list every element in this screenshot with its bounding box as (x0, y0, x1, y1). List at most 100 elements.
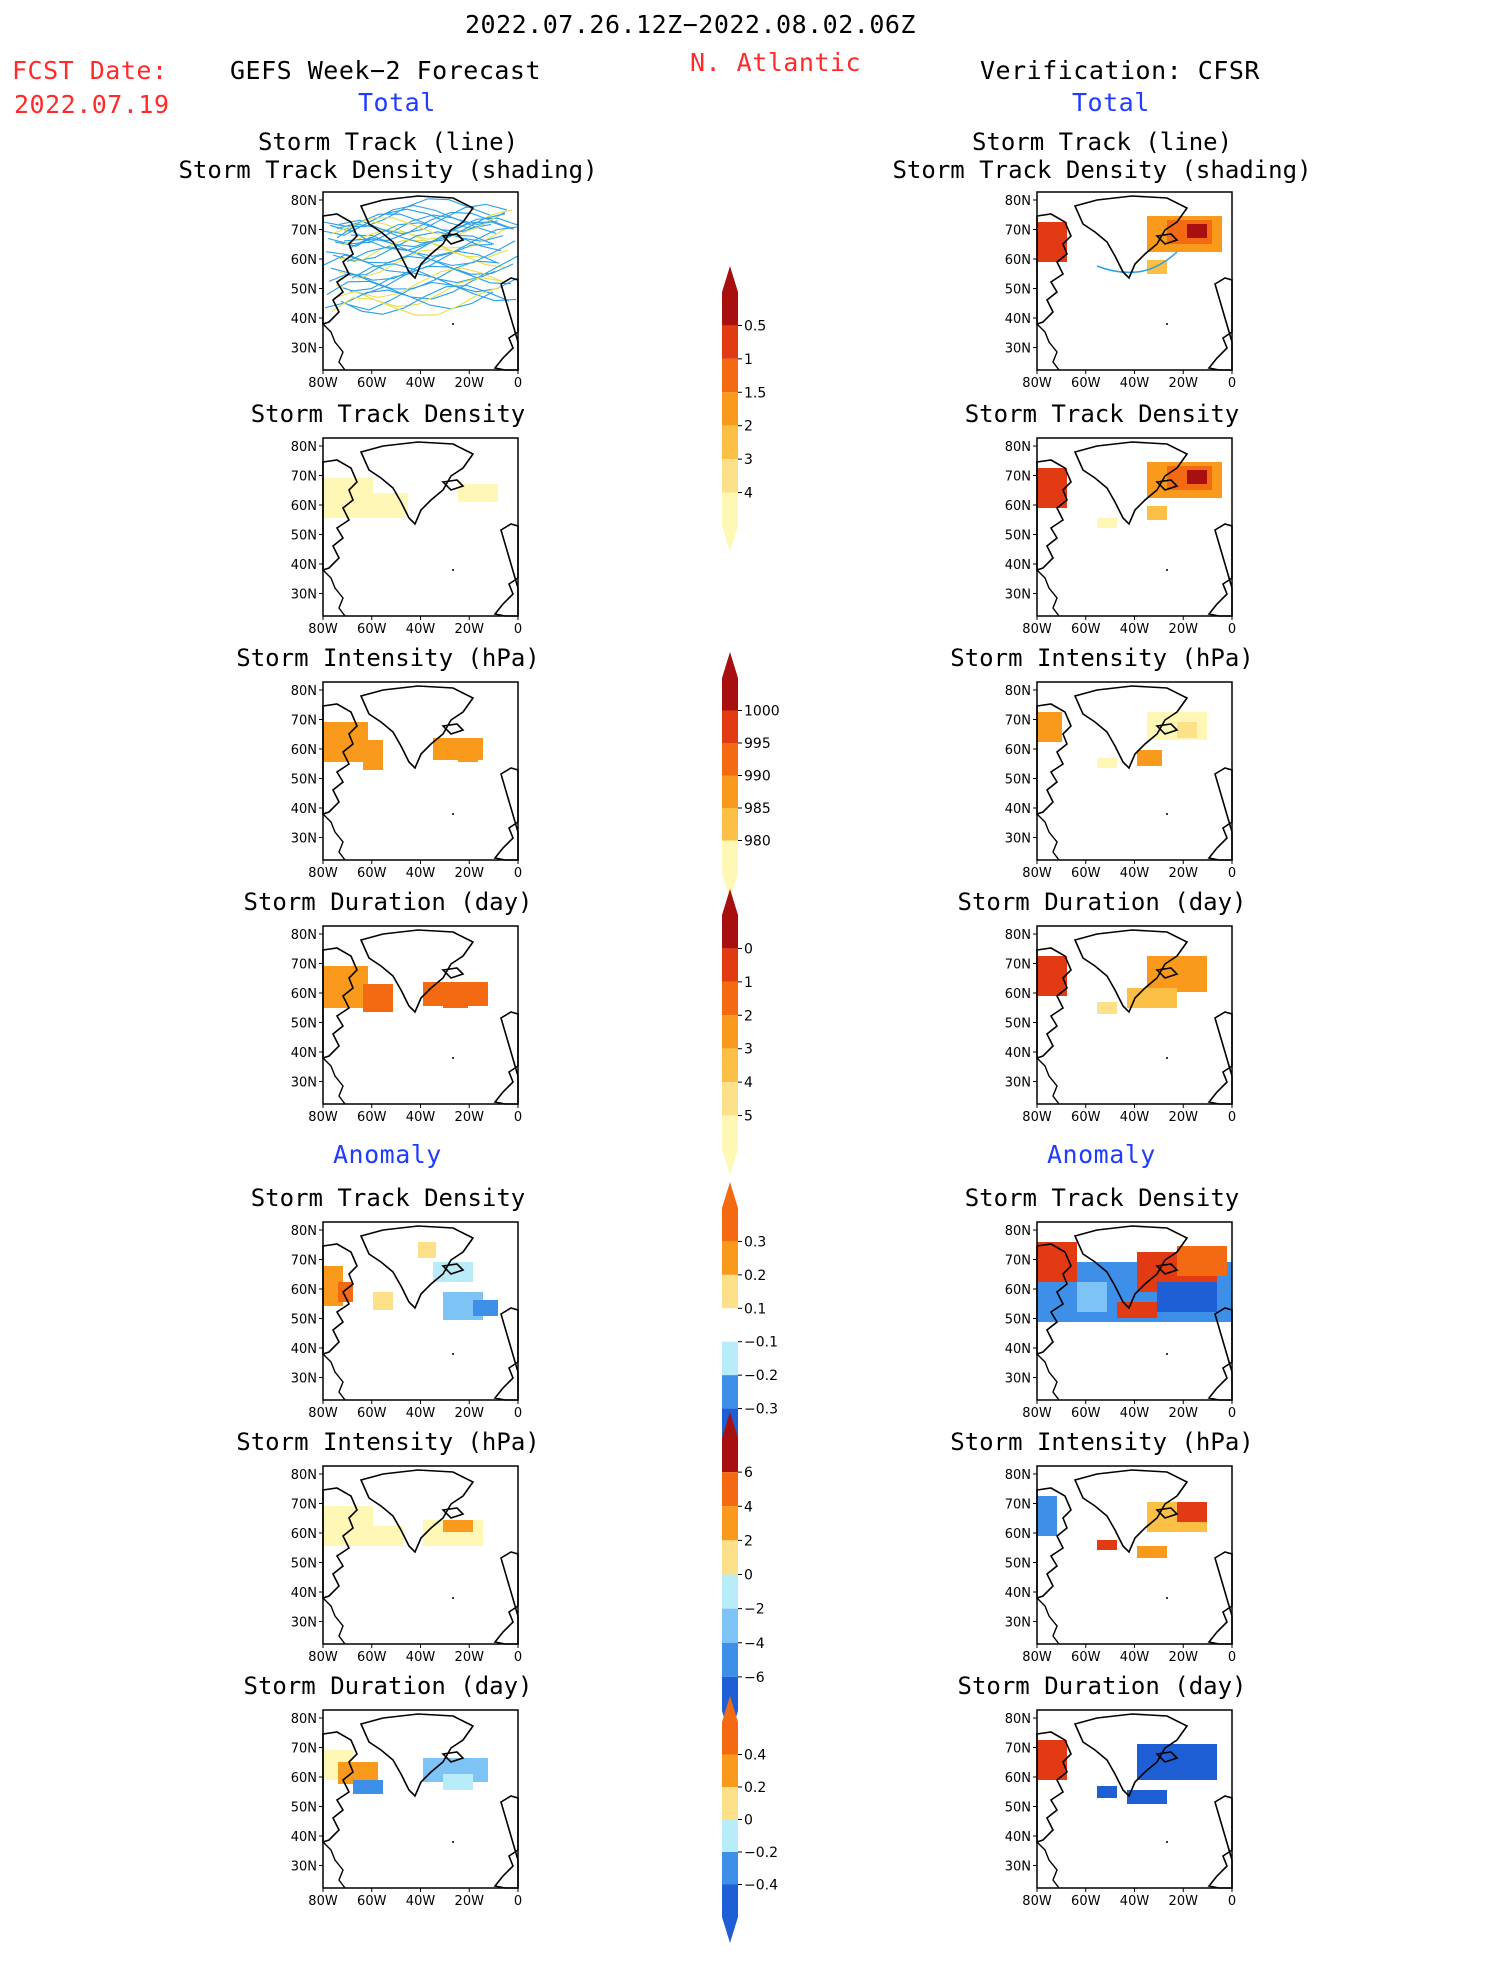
colorbar-segment (722, 915, 738, 949)
colorbar-label: −6 (744, 1670, 765, 1686)
lat-tick-label: 60N (291, 743, 317, 758)
shaded-cell (1037, 712, 1062, 742)
colorbar-label: 995 (744, 736, 771, 752)
island-dot (1166, 1841, 1168, 1843)
island-dot (452, 569, 454, 571)
lat-tick-label: 80N (1005, 1224, 1031, 1239)
coastline (1036, 1243, 1072, 1356)
lat-tick-label: 40N (291, 1830, 317, 1845)
lat-tick-label: 40N (1005, 558, 1031, 573)
island-dot (452, 1057, 454, 1059)
map-panel: Storm Track Density 80N 70N 60N 50N 40N 30N 80W… (842, 400, 1362, 637)
coastline (1155, 1751, 1179, 1763)
colorbar-triangle (722, 1696, 738, 1722)
coastline (1073, 1225, 1189, 1310)
lat-tick-label: 30N (1005, 342, 1031, 357)
map-panel: Storm Track (line) Storm Track Density (s… (128, 128, 648, 391)
lat-tick-label: 80N (291, 1468, 317, 1483)
coastline (359, 929, 475, 1014)
coastline (1036, 1597, 1060, 1645)
lon-tick-label: 0 (514, 1894, 522, 1909)
coastline (1073, 195, 1189, 280)
panel-title: Storm Intensity (hPa) (950, 1428, 1254, 1456)
coastline (322, 1597, 346, 1645)
lat-tick-label: 60N (291, 1527, 317, 1542)
colorbar: 6 4 2 0 −2 −4 −6 (722, 1412, 765, 1737)
lat-tick-label: 80N (291, 1224, 317, 1239)
coastline (1207, 1551, 1233, 1645)
lon-tick-label: 40W (406, 1406, 436, 1421)
shaded-cell (473, 1300, 498, 1316)
panel-title: Storm Track Density (964, 400, 1240, 428)
lat-tick-label: 80N (291, 194, 317, 209)
colorbar-segment (722, 948, 738, 982)
lon-tick-label: 40W (406, 1894, 436, 1909)
island-dot (452, 1841, 454, 1843)
lon-tick-label: 0 (1228, 1406, 1236, 1421)
lat-tick-label: 70N (1005, 1742, 1031, 1757)
colorbar-segment (722, 1642, 738, 1677)
coastline (1036, 1057, 1060, 1105)
lon-tick-label: 80W (1022, 1650, 1052, 1665)
colorbar-label: 0.2 (744, 1268, 766, 1284)
coastline (1207, 767, 1233, 861)
map-figure: 80N 70N 60N 50N 40N 30N 80W 60W 40W 20W 0 (1005, 1221, 1236, 1421)
storm-track-line (324, 289, 494, 310)
lat-tick-label: 40N (291, 802, 317, 817)
lon-tick-label: 40W (406, 1650, 436, 1665)
lon-tick-label: 0 (1228, 866, 1236, 881)
lon-tick-label: 40W (1120, 1894, 1150, 1909)
coastline (1155, 1263, 1179, 1275)
lat-tick-label: 70N (291, 1742, 317, 1757)
coastline (359, 685, 475, 770)
coastline (322, 213, 358, 326)
shaded-cell (1177, 1502, 1207, 1522)
colorbar-segment (722, 1574, 738, 1609)
colorbar-label: 1 (744, 352, 753, 368)
storm-track-line (347, 281, 517, 311)
coastline (1155, 233, 1179, 245)
panel-subtitle: Storm Track Density (shading) (178, 156, 598, 184)
colorbar-triangle (722, 1149, 738, 1175)
lat-tick-label: 40N (1005, 802, 1031, 817)
island-dot (452, 323, 454, 325)
left-title: GEFS Week−2 Forecast (230, 56, 542, 85)
lon-tick-label: 40W (1120, 376, 1150, 391)
map-figure: 80N 70N 60N 50N 40N 30N 80W 60W 40W 20W 0 (291, 191, 522, 391)
lat-tick-label: 60N (1005, 499, 1031, 514)
lon-tick-label: 80W (308, 622, 338, 637)
coastline (1036, 323, 1060, 371)
map-figure: 80N 70N 60N 50N 40N 30N 80W 60W 40W 20W 0 (1005, 191, 1236, 391)
storm-track-line (1096, 251, 1178, 274)
coastline (1036, 1353, 1060, 1401)
coastline (322, 813, 346, 861)
colorbar-triangle (722, 526, 738, 552)
lat-tick-label: 40N (291, 312, 317, 327)
lat-tick-label: 60N (291, 1283, 317, 1298)
lat-tick-label: 80N (1005, 928, 1031, 943)
map-panel: Storm Intensity (hPa) 80N 70N 60N 50N 40N 30N 8… (842, 644, 1362, 881)
lat-tick-label: 60N (291, 987, 317, 1002)
coastline (441, 233, 465, 245)
map-figure: 80N 70N 60N 50N 40N 30N 80W 60W 40W 20W 0 (291, 1709, 522, 1909)
lat-tick-label: 60N (1005, 1283, 1031, 1298)
colorbar-segment (722, 1308, 738, 1342)
lon-tick-label: 60W (1071, 1406, 1101, 1421)
island-dot (1166, 569, 1168, 571)
colorbar-segment (722, 981, 738, 1016)
shaded-cell (1187, 470, 1207, 484)
colorbar-label: 0 (744, 941, 753, 957)
colorbar-segment (722, 1048, 738, 1083)
lon-tick-label: 20W (455, 1650, 485, 1665)
colorbar-segment (722, 1472, 738, 1507)
panel-title: Storm Track Density (250, 1184, 526, 1212)
shaded-cell (1077, 1282, 1107, 1312)
lat-tick-label: 80N (1005, 194, 1031, 209)
colorbar-segment (722, 1722, 738, 1755)
lon-tick-label: 80W (1022, 1894, 1052, 1909)
region-label: N. Atlantic (690, 48, 862, 77)
lon-tick-label: 0 (1228, 376, 1236, 391)
colorbar: 0.5 1 1.5 2 3 4 (722, 266, 766, 552)
lon-tick-label: 0 (1228, 1110, 1236, 1125)
colorbar-label: −0.1 (744, 1335, 778, 1351)
